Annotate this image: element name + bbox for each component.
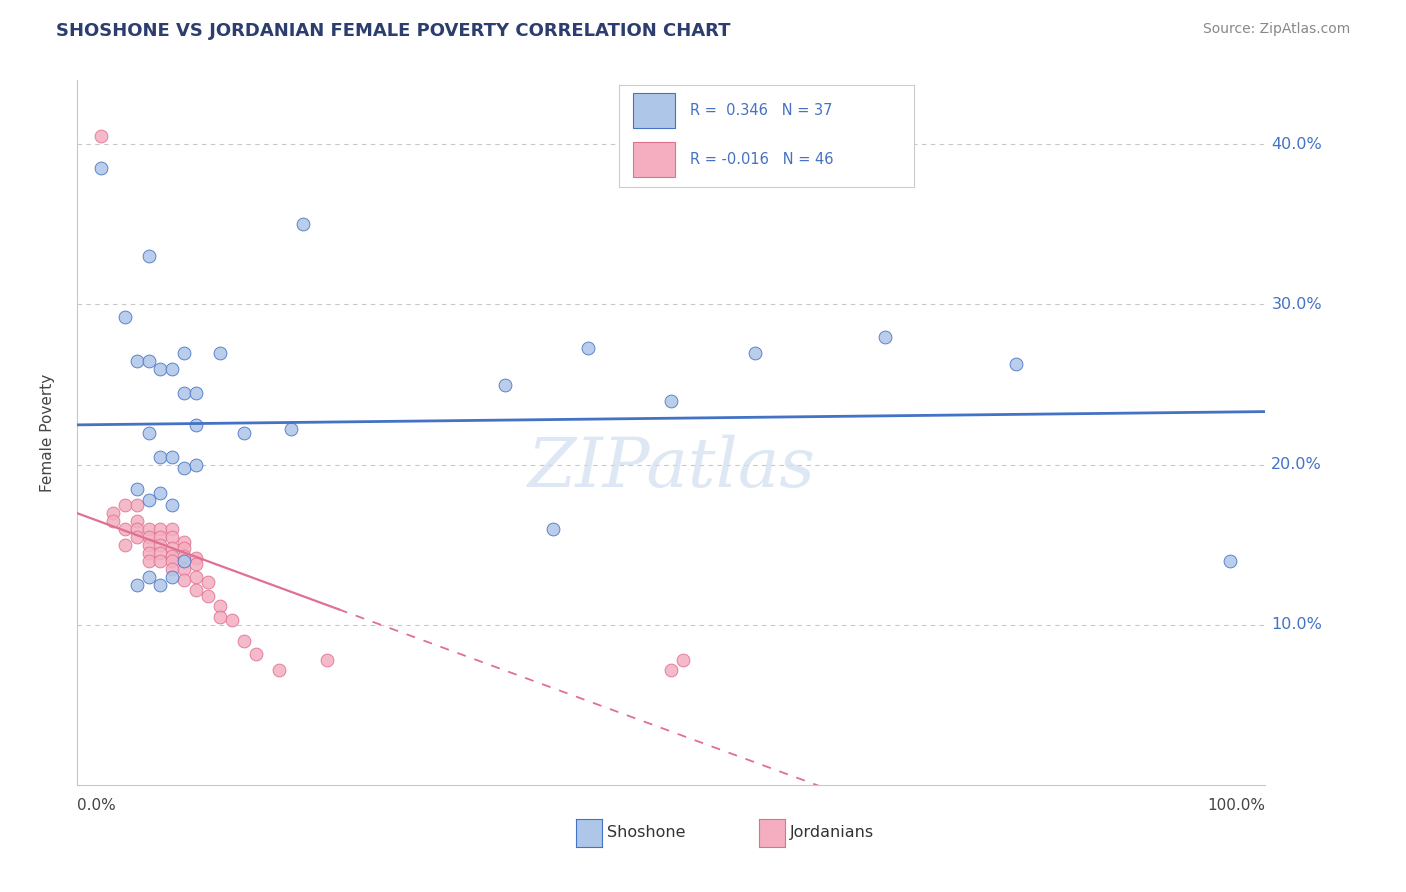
Point: [186, 417, 208, 432]
Point: [162, 498, 184, 512]
Point: [149, 522, 172, 536]
Point: [186, 458, 208, 472]
Text: SHOSHONE VS JORDANIAN FEMALE POVERTY CORRELATION CHART: SHOSHONE VS JORDANIAN FEMALE POVERTY COR…: [56, 22, 731, 40]
Point: [149, 554, 172, 568]
Point: [114, 538, 136, 552]
Point: [149, 486, 172, 500]
Point: [269, 663, 291, 677]
Point: [162, 554, 184, 568]
Point: [1219, 554, 1241, 568]
Text: Female Poverty: Female Poverty: [41, 374, 55, 491]
Text: 10.0%: 10.0%: [1271, 617, 1322, 632]
Point: [138, 492, 160, 507]
Point: [315, 653, 337, 667]
Point: [162, 530, 184, 544]
Point: [173, 385, 195, 400]
Point: [221, 613, 243, 627]
Point: [149, 538, 172, 552]
Text: 0.0%: 0.0%: [77, 798, 117, 814]
Point: [125, 522, 148, 536]
Point: [494, 377, 516, 392]
Point: [661, 393, 683, 408]
Point: [162, 450, 184, 464]
Point: [173, 345, 195, 359]
Point: [173, 534, 195, 549]
Point: [101, 506, 124, 520]
Point: [186, 582, 208, 597]
Point: [114, 522, 136, 536]
Bar: [633, 93, 675, 128]
Point: [149, 530, 172, 544]
Point: [173, 562, 195, 576]
Point: [101, 514, 124, 528]
Point: [149, 546, 172, 560]
Point: [661, 663, 683, 677]
Bar: [633, 142, 675, 177]
Point: [138, 425, 160, 440]
Point: [197, 589, 219, 603]
Point: [125, 530, 148, 544]
Point: [90, 161, 112, 176]
Point: [208, 599, 231, 613]
Point: [672, 653, 695, 667]
Point: [173, 541, 195, 555]
Point: [173, 554, 195, 568]
Point: [208, 609, 231, 624]
Text: 30.0%: 30.0%: [1271, 297, 1322, 312]
Point: [576, 341, 599, 355]
Text: 100.0%: 100.0%: [1208, 798, 1265, 814]
Point: [292, 218, 315, 232]
Point: [162, 522, 184, 536]
Point: [162, 541, 184, 555]
Text: 20.0%: 20.0%: [1271, 458, 1322, 472]
Point: [138, 546, 160, 560]
Point: [90, 129, 112, 144]
Point: [232, 633, 254, 648]
Point: [149, 578, 172, 592]
Point: [173, 573, 195, 587]
Point: [125, 353, 148, 368]
Text: Shoshone: Shoshone: [607, 825, 686, 839]
Point: [280, 422, 302, 436]
Point: [186, 570, 208, 584]
Point: [125, 578, 148, 592]
Point: [138, 530, 160, 544]
Point: [186, 550, 208, 565]
Point: [245, 647, 267, 661]
Text: R = -0.016   N = 46: R = -0.016 N = 46: [689, 153, 832, 167]
Point: [149, 361, 172, 376]
Point: [186, 385, 208, 400]
Text: Source: ZipAtlas.com: Source: ZipAtlas.com: [1202, 22, 1350, 37]
Point: [162, 562, 184, 576]
Point: [125, 482, 148, 496]
Point: [162, 549, 184, 563]
Point: [173, 549, 195, 563]
Point: [125, 498, 148, 512]
Text: 40.0%: 40.0%: [1271, 136, 1322, 152]
Point: [125, 514, 148, 528]
Point: [162, 570, 184, 584]
Text: ZIPatlas: ZIPatlas: [527, 434, 815, 501]
Text: R =  0.346   N = 37: R = 0.346 N = 37: [689, 103, 832, 118]
Text: Jordanians: Jordanians: [790, 825, 875, 839]
Point: [208, 345, 231, 359]
Point: [1005, 357, 1028, 371]
Point: [541, 522, 564, 536]
Point: [162, 361, 184, 376]
Point: [138, 522, 160, 536]
Point: [114, 310, 136, 325]
Point: [149, 450, 172, 464]
Point: [114, 498, 136, 512]
Point: [138, 353, 160, 368]
Point: [138, 538, 160, 552]
Point: [173, 460, 195, 475]
Point: [197, 574, 219, 589]
Point: [744, 345, 766, 359]
Point: [138, 554, 160, 568]
Point: [875, 329, 897, 343]
Point: [138, 249, 160, 264]
Point: [138, 570, 160, 584]
Point: [186, 557, 208, 571]
Point: [232, 425, 254, 440]
